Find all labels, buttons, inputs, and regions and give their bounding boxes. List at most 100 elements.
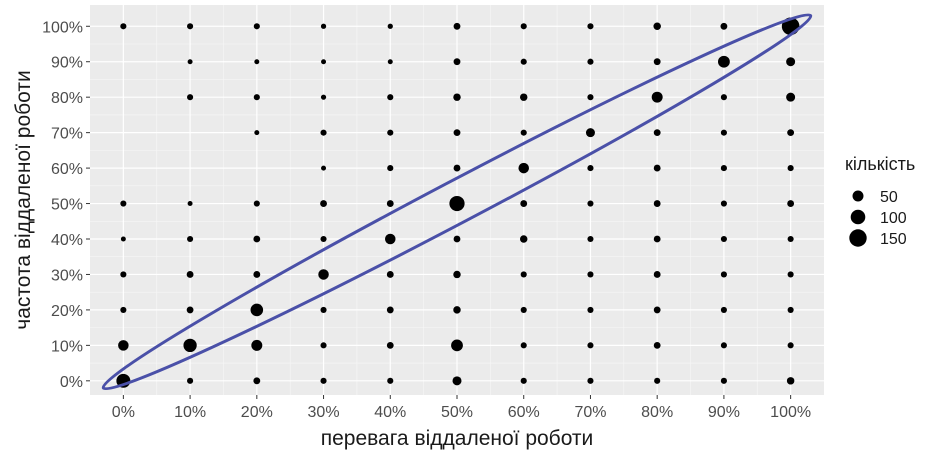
x-tick-label: 80% [641, 404, 673, 421]
data-point [253, 94, 260, 101]
data-point [387, 23, 393, 29]
x-tick-label: 60% [508, 404, 540, 421]
data-point [320, 200, 327, 207]
y-tick-label: 10% [51, 338, 83, 355]
x-tick-label: 10% [174, 404, 206, 421]
x-tick-label: 70% [574, 404, 606, 421]
data-point [251, 339, 263, 351]
data-point [653, 22, 661, 31]
data-point [653, 341, 661, 349]
data-point [186, 271, 194, 278]
data-point [520, 23, 527, 30]
data-point [320, 129, 327, 136]
legend-label: 150 [880, 231, 907, 248]
x-tick-label: 20% [241, 404, 273, 421]
data-point [653, 271, 661, 278]
data-point [453, 93, 461, 101]
data-point [120, 236, 126, 242]
data-point [520, 342, 527, 349]
data-point [120, 306, 127, 313]
data-point [250, 303, 264, 317]
y-tick-label: 100% [42, 19, 83, 36]
data-point [118, 340, 129, 351]
data-point [653, 306, 661, 314]
data-point [318, 269, 329, 280]
data-point [183, 338, 197, 353]
x-tick-label: 100% [770, 404, 811, 421]
data-point [720, 165, 727, 172]
data-point [587, 58, 594, 65]
annotation-ellipse [101, 13, 813, 391]
y-tick-label: 30% [51, 267, 83, 284]
data-point [320, 306, 327, 313]
data-point [720, 94, 727, 101]
data-point [587, 23, 594, 30]
data-point [653, 200, 661, 207]
data-point [449, 195, 465, 212]
data-point [320, 377, 327, 384]
data-point [453, 129, 461, 137]
legend-key [849, 229, 867, 247]
x-tick-label: 0% [112, 404, 135, 421]
data-point [386, 271, 394, 278]
data-point [187, 201, 193, 207]
data-point [787, 235, 794, 243]
data-point [718, 55, 730, 68]
data-point [520, 58, 527, 65]
data-point [320, 235, 327, 243]
data-point [187, 59, 193, 65]
data-point [321, 59, 327, 65]
x-tick-label: 90% [708, 404, 740, 421]
data-point [786, 92, 796, 102]
data-point [587, 165, 594, 172]
data-points [116, 17, 800, 388]
data-point [720, 306, 727, 313]
data-point [321, 165, 327, 171]
data-point [587, 342, 594, 349]
data-point [387, 165, 394, 172]
data-point [120, 271, 127, 278]
data-point [453, 306, 461, 314]
y-tick-label: 60% [51, 161, 83, 178]
data-point [187, 23, 194, 30]
legend-key [852, 190, 864, 202]
y-tick-label: 90% [51, 55, 83, 72]
data-point [518, 162, 529, 174]
data-point [187, 377, 194, 384]
data-point [253, 271, 261, 278]
data-point [787, 271, 794, 278]
y-tick-label: 70% [51, 126, 83, 143]
data-point [451, 339, 463, 352]
data-point [787, 200, 795, 207]
data-point [651, 91, 663, 103]
data-point [386, 200, 394, 207]
x-axis: 0% 10% 20% 30% 40% 50% 60% 70% 80% 90% 100% [112, 395, 811, 421]
data-point [453, 164, 461, 172]
data-point [254, 130, 260, 136]
legend-key [850, 209, 866, 225]
data-point [786, 57, 796, 67]
data-point [320, 94, 327, 100]
data-point [186, 306, 194, 314]
legend-title: кількість [845, 154, 915, 174]
y-tick-label: 40% [51, 232, 83, 249]
data-point [653, 235, 661, 243]
data-point [653, 129, 661, 137]
grid-lines [90, 5, 824, 395]
data-point [386, 306, 394, 314]
legend: кількість 50 100 150 [845, 154, 915, 248]
data-point [587, 306, 594, 313]
data-point [720, 271, 727, 278]
data-point [520, 271, 527, 278]
data-point [520, 129, 527, 136]
data-point [519, 235, 528, 243]
data-point [720, 129, 727, 136]
data-point [585, 128, 595, 138]
data-point [587, 235, 594, 243]
x-axis-title: перевага віддаленої роботи [321, 427, 594, 450]
data-point [587, 200, 594, 207]
data-point [587, 94, 594, 101]
y-tick-label: 20% [51, 303, 83, 320]
y-axis-title: частота віддаленої роботи [12, 70, 35, 329]
